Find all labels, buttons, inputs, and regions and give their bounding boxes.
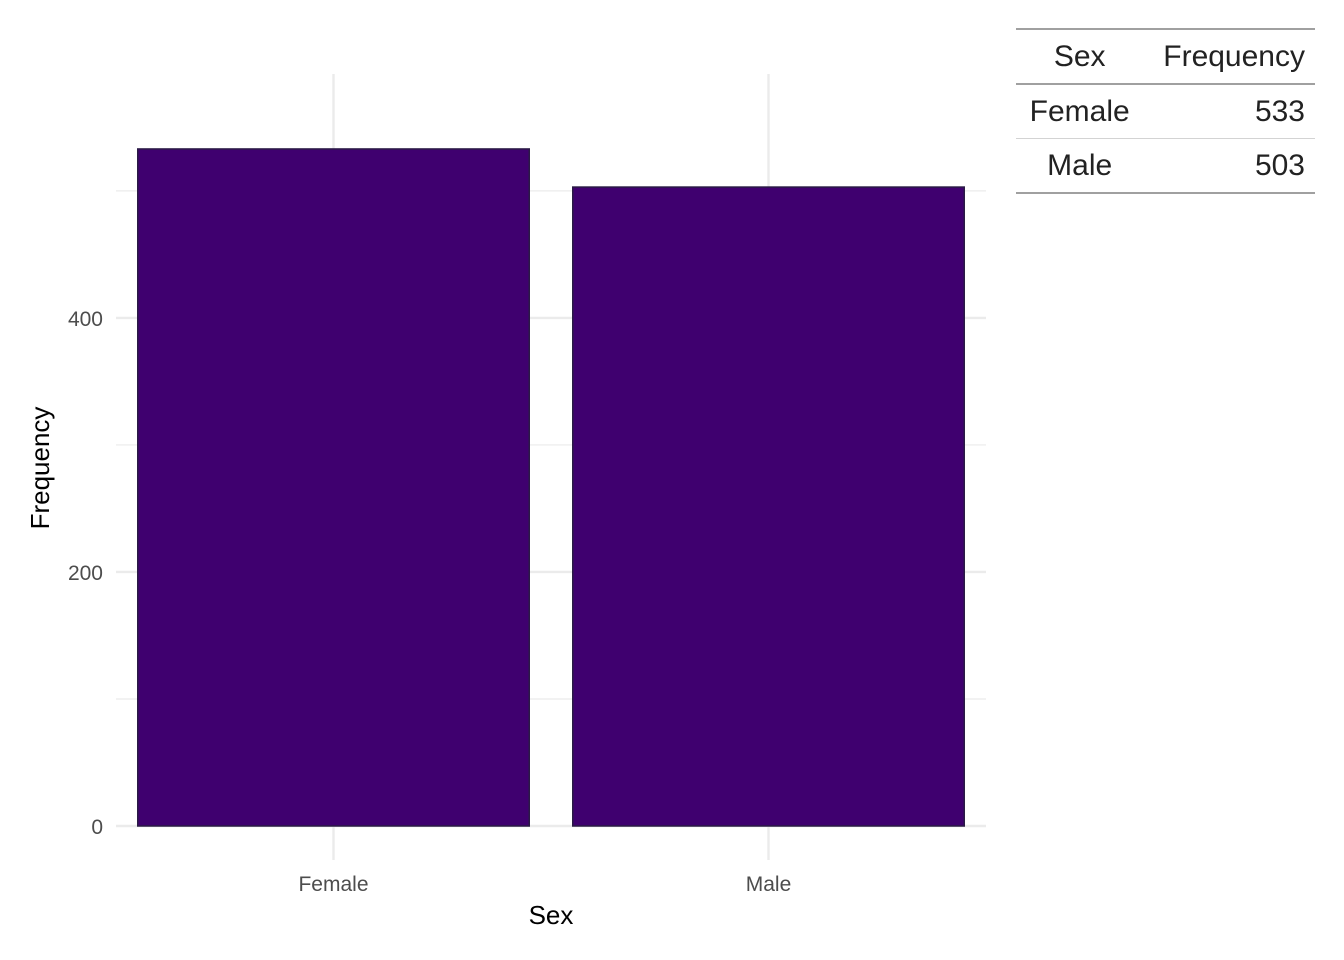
table-row: Male 503 [1016, 139, 1315, 193]
table-header-row: Sex Frequency [1016, 29, 1315, 84]
frequency-table: Sex Frequency Female 533 Male 503 [1016, 28, 1315, 194]
table-cell-frequency: 503 [1254, 148, 1305, 182]
table-row: Female 533 [1016, 84, 1315, 139]
bar-chart: 0 200 400 Female Male Sex Frequency [25, 74, 986, 930]
table-cell-frequency: 533 [1254, 94, 1305, 128]
x-axis-ticks: Female Male [298, 873, 791, 896]
bars-layer [137, 148, 965, 827]
y-tick-label: 200 [68, 562, 103, 585]
x-tick-label: Female [298, 873, 368, 896]
y-tick-label: 400 [68, 308, 103, 331]
bar-male [572, 186, 965, 827]
x-axis-title: Sex [529, 900, 574, 930]
table-cell-sex: Female [1029, 94, 1130, 128]
y-axis-ticks: 0 200 400 [68, 308, 103, 839]
y-axis-title: Frequency [25, 407, 55, 530]
y-tick-label: 0 [91, 816, 103, 839]
x-tick-label: Male [746, 873, 792, 896]
bar-female [137, 148, 530, 827]
table-header-frequency: Frequency [1163, 39, 1305, 73]
table-cell-sex: Male [1047, 148, 1113, 182]
table-header-sex: Sex [1053, 39, 1106, 73]
